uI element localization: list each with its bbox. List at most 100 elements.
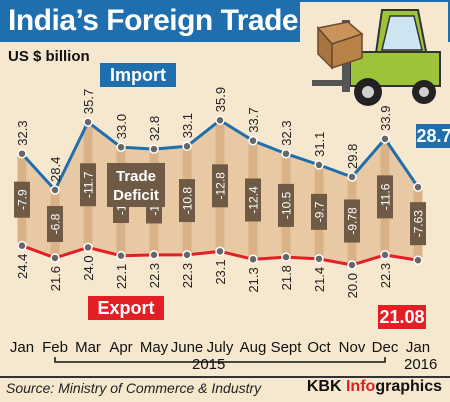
deficit-value-box <box>311 193 327 230</box>
deficit-value-box <box>377 175 393 219</box>
deficit-value-box <box>344 199 360 243</box>
deficit-value-label: -9.78 <box>346 207 360 235</box>
import-point <box>281 148 291 159</box>
import-point <box>116 142 126 152</box>
import-value-label: 33.9 <box>378 106 393 131</box>
import-legend-label: Import <box>110 65 166 85</box>
trade-deficit-label-line1: Trade <box>116 168 156 185</box>
export-value-label: 21.4 <box>312 267 327 292</box>
trade-deficit-label-line2: Deficit <box>113 187 159 204</box>
export-value-label: 22.3 <box>180 263 195 288</box>
month-tick-label: Feb <box>42 339 68 356</box>
year-bracket <box>54 357 386 363</box>
import-point <box>314 160 324 170</box>
export-value-label: 22.3 <box>378 263 393 288</box>
import-value-label: 33.0 <box>114 114 129 139</box>
import-point <box>347 172 357 182</box>
import-value-label: 31.1 <box>312 132 327 157</box>
export-value-label: 24.0 <box>81 255 96 280</box>
month-tick-label: June <box>171 339 204 356</box>
export-latest-box <box>378 305 426 329</box>
import-value-label: 33.7 <box>246 107 261 132</box>
month-tick-label: Aug <box>240 339 267 356</box>
import-point <box>215 115 225 125</box>
units-label: US $ billion <box>8 48 90 65</box>
deficit-value-label: -11.7 <box>82 171 96 198</box>
deficit-value-label: -11.6 <box>379 183 393 210</box>
deficit-value-label: -10.8 <box>181 187 195 215</box>
month-tick-label: Sept <box>271 339 303 356</box>
import-value-label: 33.1 <box>180 113 195 138</box>
import-point <box>380 134 390 144</box>
month-tick-label: Jan <box>406 339 430 356</box>
deficit-value-box <box>14 181 30 218</box>
export-point <box>248 254 258 265</box>
export-point <box>380 250 390 260</box>
import-value-label: 28.71 <box>416 126 450 146</box>
import-point <box>413 182 423 192</box>
forklift-icon <box>300 2 448 106</box>
deficit-value-label: -12.8 <box>214 172 228 200</box>
month-tick-label: Dec <box>372 339 399 356</box>
export-point <box>149 250 159 260</box>
import-point <box>17 148 27 159</box>
import-point <box>149 144 159 154</box>
deficit-value-label: -9.7 <box>313 201 327 222</box>
export-point <box>281 252 291 262</box>
import-value-label: 32.3 <box>279 120 294 145</box>
export-point <box>215 246 225 257</box>
year-label-2016: 2016 <box>404 356 438 373</box>
import-value-label: 32.3 <box>15 120 30 145</box>
trade-deficit-label-box <box>107 163 165 207</box>
import-value-label: 29.8 <box>345 144 360 169</box>
export-point <box>50 253 60 263</box>
export-value-label: 24.4 <box>15 254 30 279</box>
export-value-label: 23.1 <box>213 259 228 284</box>
footer-divider <box>0 376 450 378</box>
export-value-label: 21.08 <box>379 307 424 327</box>
export-legend-label: Export <box>97 298 154 318</box>
source-note: Source: Ministry of Commerce & Industry <box>6 380 262 396</box>
export-value-label: 22.3 <box>147 263 162 288</box>
deficit-value-box <box>245 178 261 222</box>
deficit-value-label: -7.63 <box>412 210 426 238</box>
deficit-value-box <box>410 202 426 246</box>
export-point <box>182 250 192 260</box>
brand-prefix: KBK <box>306 378 346 395</box>
export-value-label: 20.0 <box>345 273 360 298</box>
import-point <box>83 117 93 127</box>
deficit-value-label: -6.8 <box>49 213 63 234</box>
export-point <box>17 240 27 251</box>
month-tick-label: July <box>207 339 234 356</box>
export-value-label: 21.3 <box>246 267 261 292</box>
month-tick-label: Jan <box>10 339 34 356</box>
deficit-value-box <box>47 205 63 242</box>
deficit-value-box <box>179 179 195 223</box>
brand-logo: KBK Infographics <box>307 378 442 396</box>
export-point <box>83 242 93 253</box>
month-tick-label: Oct <box>307 339 331 356</box>
month-tick-label: May <box>140 339 169 356</box>
month-tick-label: Apr <box>109 339 132 356</box>
import-value-label: 28.4 <box>48 157 63 182</box>
deficit-value-box <box>212 164 228 208</box>
export-value-label: 21.6 <box>48 266 63 291</box>
export-point <box>116 251 126 261</box>
import-point <box>50 185 60 195</box>
export-point <box>413 255 423 265</box>
deficit-value-label: -10.5 <box>280 191 294 219</box>
year-label-2015: 2015 <box>192 356 226 373</box>
import-value-label: 32.8 <box>147 116 162 141</box>
deficit-value-box <box>80 163 96 207</box>
import-value-label: 35.7 <box>81 89 96 114</box>
brand-suffix: graphics <box>375 378 442 395</box>
month-tick-label: Mar <box>75 339 101 356</box>
import-value-label: 35.9 <box>213 87 228 112</box>
export-value-label: 21.8 <box>279 265 294 290</box>
deficit-value-label: -7.9 <box>16 189 30 210</box>
export-point <box>314 254 324 264</box>
import-legend-box <box>100 63 176 87</box>
import-latest-box <box>416 124 450 148</box>
